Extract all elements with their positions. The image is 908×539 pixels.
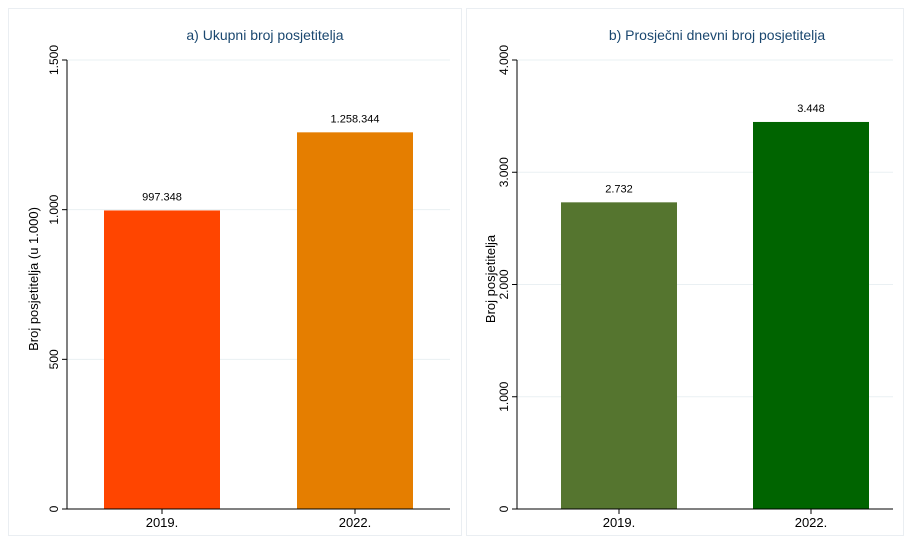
- x-tick-label: 2019.: [146, 515, 179, 530]
- y-tick-label: 2.000: [497, 269, 511, 299]
- y-tick-label: 1.500: [47, 45, 61, 75]
- x-tick-label: 2019.: [603, 515, 636, 530]
- chart-title: b) Prosječni dnevni broj posjetitelja: [609, 27, 826, 43]
- bar: [297, 132, 413, 509]
- bar: [104, 210, 220, 509]
- bar-value-label: 3.448: [797, 103, 825, 115]
- y-tick-label: 0: [47, 505, 61, 512]
- chart-total-visitors: a) Ukupni broj posjetitelja Broj posjeti…: [26, 27, 450, 530]
- y-tick-label: 1.000: [497, 381, 511, 411]
- y-tick-label: 1.000: [47, 194, 61, 224]
- chart-title: a) Ukupni broj posjetitelja: [186, 27, 343, 43]
- bar-value-label: 2.732: [605, 183, 633, 195]
- chart-daily-visitors: b) Prosječni dnevni broj posjetitelja Br…: [483, 27, 893, 530]
- x-tick-label: 2022.: [339, 515, 372, 530]
- y-axis-label: Broj posjetitelja (u 1.000): [26, 207, 41, 351]
- bar-value-label: 997.348: [142, 191, 182, 203]
- y-tick-label: 4.000: [497, 45, 511, 75]
- y-axis-label: Broj posjetitelja: [483, 234, 498, 323]
- y-tick-label: 500: [47, 349, 61, 369]
- bar: [561, 202, 677, 509]
- y-tick-label: 3.000: [497, 157, 511, 187]
- chart-panel-total-visitors: a) Ukupni broj posjetitelja Broj posjeti…: [8, 8, 462, 536]
- bar-value-label: 1.258.344: [331, 113, 380, 125]
- chart-panel-daily-visitors: b) Prosječni dnevni broj posjetitelja Br…: [466, 8, 904, 536]
- y-tick-label: 0: [497, 505, 511, 512]
- x-tick-label: 2022.: [795, 515, 828, 530]
- bar: [753, 121, 869, 509]
